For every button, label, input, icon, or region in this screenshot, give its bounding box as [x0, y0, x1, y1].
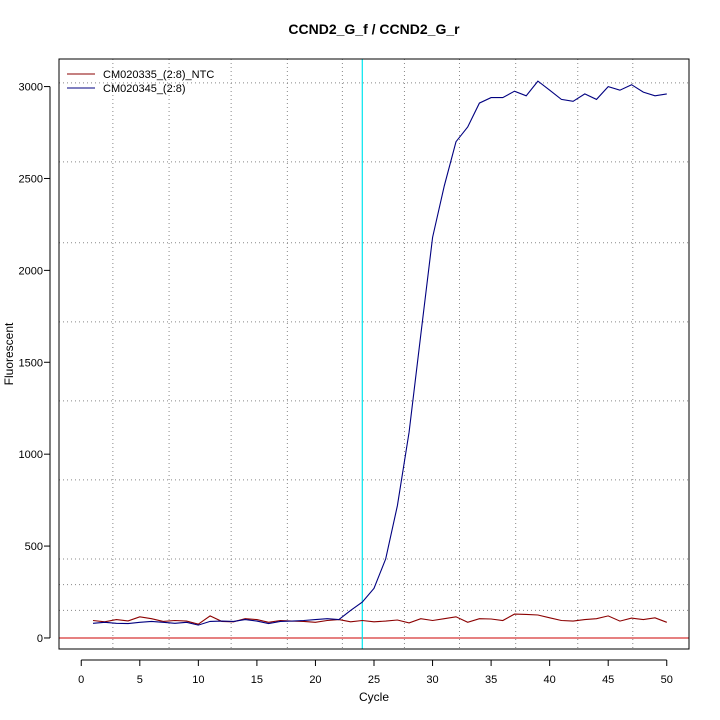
legend-label-1: CM020335_(2:8)_NTC — [103, 69, 214, 81]
x-axis: 0 5 10 15 20 25 30 35 40 45 50 — [78, 659, 673, 686]
x-axis-title: Cycle — [359, 690, 389, 704]
y-tick-label: 500 — [25, 541, 43, 553]
legend: CM020335_(2:8)_NTC CM020345_(2:8) — [67, 69, 214, 95]
y-tick-label: 2500 — [19, 173, 43, 185]
reference-lines — [59, 59, 689, 649]
x-tick-label: 25 — [368, 674, 380, 686]
y-tick-label: 0 — [37, 633, 43, 645]
series-line-2 — [92, 80, 667, 626]
x-tick-label: 15 — [251, 674, 263, 686]
x-tick-label: 35 — [485, 674, 497, 686]
y-axis-title: Fluorescent — [2, 322, 16, 385]
y-tick-label: 1500 — [19, 357, 43, 369]
x-tick-label: 40 — [544, 674, 556, 686]
x-tick-label: 10 — [192, 674, 204, 686]
series-lines — [92, 80, 667, 626]
x-tick-label: 30 — [426, 674, 438, 686]
x-tick-label: 50 — [661, 674, 673, 686]
x-tick-label: 45 — [602, 674, 614, 686]
x-tick-label: 5 — [137, 674, 143, 686]
grid-lines — [59, 59, 689, 649]
chart-title: CCND2_G_f / CCND2_G_r — [288, 21, 460, 37]
y-axis: 0 500 1000 1500 2000 2500 3000 — [19, 82, 51, 645]
y-tick-label: 2000 — [19, 265, 43, 277]
x-tick-label: 0 — [78, 674, 84, 686]
x-tick-label: 20 — [309, 674, 321, 686]
y-tick-label: 3000 — [19, 82, 43, 94]
plot-frame — [58, 58, 690, 650]
y-tick-label: 1000 — [19, 449, 43, 461]
series-line-1 — [92, 613, 667, 625]
legend-label-2: CM020345_(2:8) — [103, 83, 186, 95]
